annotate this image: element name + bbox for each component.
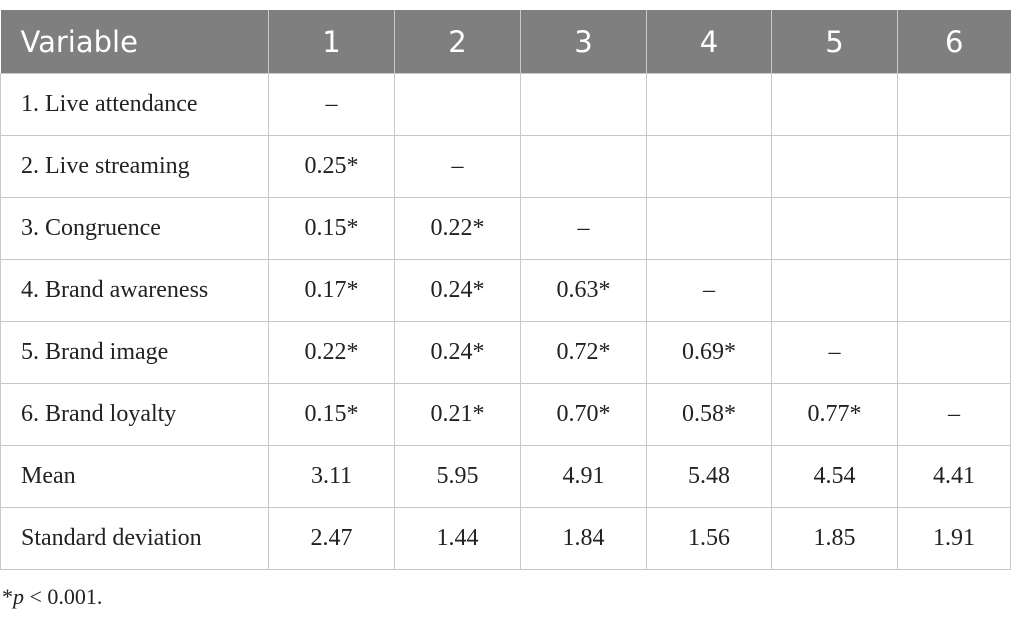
table-row: 1. Live attendance – [0,73,1011,136]
table-cell: 0.22* [268,321,395,384]
footnote: *p < 0.001. [2,584,102,610]
table-row: 6. Brand loyalty 0.15* 0.21* 0.70* 0.58* 0.77… [0,383,1011,446]
table-cell: 5.48 [646,445,772,508]
table-cell [771,259,898,322]
table-cell: 0.22* [394,197,521,260]
table-cell [771,73,898,136]
table-cell: 0.25* [268,135,395,198]
table-row: Standard deviation 2.47 1.44 1.84 1.56 1.85 1.… [0,507,1011,570]
table-cell [646,73,772,136]
table-row: 3. Congruence 0.15* 0.22* – [0,197,1011,260]
table-row: 4. Brand awareness 0.17* 0.24* 0.63* – [0,259,1011,322]
header-cell: 5 [771,10,898,74]
header-cell: 2 [394,10,521,74]
table-cell: – [520,197,647,260]
table-cell: 0.77* [771,383,898,446]
table-cell: 0.69* [646,321,772,384]
table-cell [646,197,772,260]
header-cell: 4 [646,10,772,74]
table-cell [394,73,521,136]
header-cell: Variable [0,10,269,74]
table-cell: 0.21* [394,383,521,446]
table-cell: 1.85 [771,507,898,570]
table-cell: 5.95 [394,445,521,508]
table-cell: 0.63* [520,259,647,322]
table-cell: 0.58* [646,383,772,446]
header-cell: 3 [520,10,647,74]
table-cell [646,135,772,198]
table-cell: 1.44 [394,507,521,570]
footnote-marker: * [2,584,13,609]
row-label: 5. Brand image [0,321,269,384]
table-cell: 0.24* [394,259,521,322]
row-label: 2. Live streaming [0,135,269,198]
table-cell [771,197,898,260]
table-cell: 0.17* [268,259,395,322]
table-cell: 0.15* [268,383,395,446]
table-cell [897,197,1011,260]
row-label: 6. Brand loyalty [0,383,269,446]
table-cell: – [771,321,898,384]
table-cell [897,135,1011,198]
table-cell: 2.47 [268,507,395,570]
table-cell: – [646,259,772,322]
table-cell: – [268,73,395,136]
footnote-italic: p [13,584,24,609]
footnote-text: < 0.001. [24,584,103,609]
table-cell: 0.24* [394,321,521,384]
row-label: 3. Congruence [0,197,269,260]
table-row: 2. Live streaming 0.25* – [0,135,1011,198]
table-cell [897,321,1011,384]
table-cell [520,73,647,136]
correlation-table: Variable 1 2 3 4 5 6 1. Live attendance –2. Liv… [0,10,1011,570]
table-cell [897,73,1011,136]
table-body: 1. Live attendance –2. Live streaming 0.25… [0,73,1011,570]
header-cell: 6 [897,10,1011,74]
table-cell: – [394,135,521,198]
table-cell [897,259,1011,322]
table-cell: 3.11 [268,445,395,508]
table-cell: 0.15* [268,197,395,260]
table-row: 5. Brand image 0.22* 0.24* 0.72* 0.69* – [0,321,1011,384]
row-label: 1. Live attendance [0,73,269,136]
table-cell [771,135,898,198]
row-label: Standard deviation [0,507,269,570]
table-cell: 4.91 [520,445,647,508]
table-cell: 0.72* [520,321,647,384]
table-cell: 1.56 [646,507,772,570]
header-cell: 1 [268,10,395,74]
header-row: Variable 1 2 3 4 5 6 [0,10,1011,74]
table-cell: 0.70* [520,383,647,446]
table-cell [520,135,647,198]
table-cell: 4.54 [771,445,898,508]
row-label: Mean [0,445,269,508]
table-cell: 4.41 [897,445,1011,508]
table-cell: – [897,383,1011,446]
table-row: Mean 3.11 5.95 4.91 5.48 4.54 4.41 [0,445,1011,508]
row-label: 4. Brand awareness [0,259,269,322]
table-cell: 1.84 [520,507,647,570]
table-cell: 1.91 [897,507,1011,570]
